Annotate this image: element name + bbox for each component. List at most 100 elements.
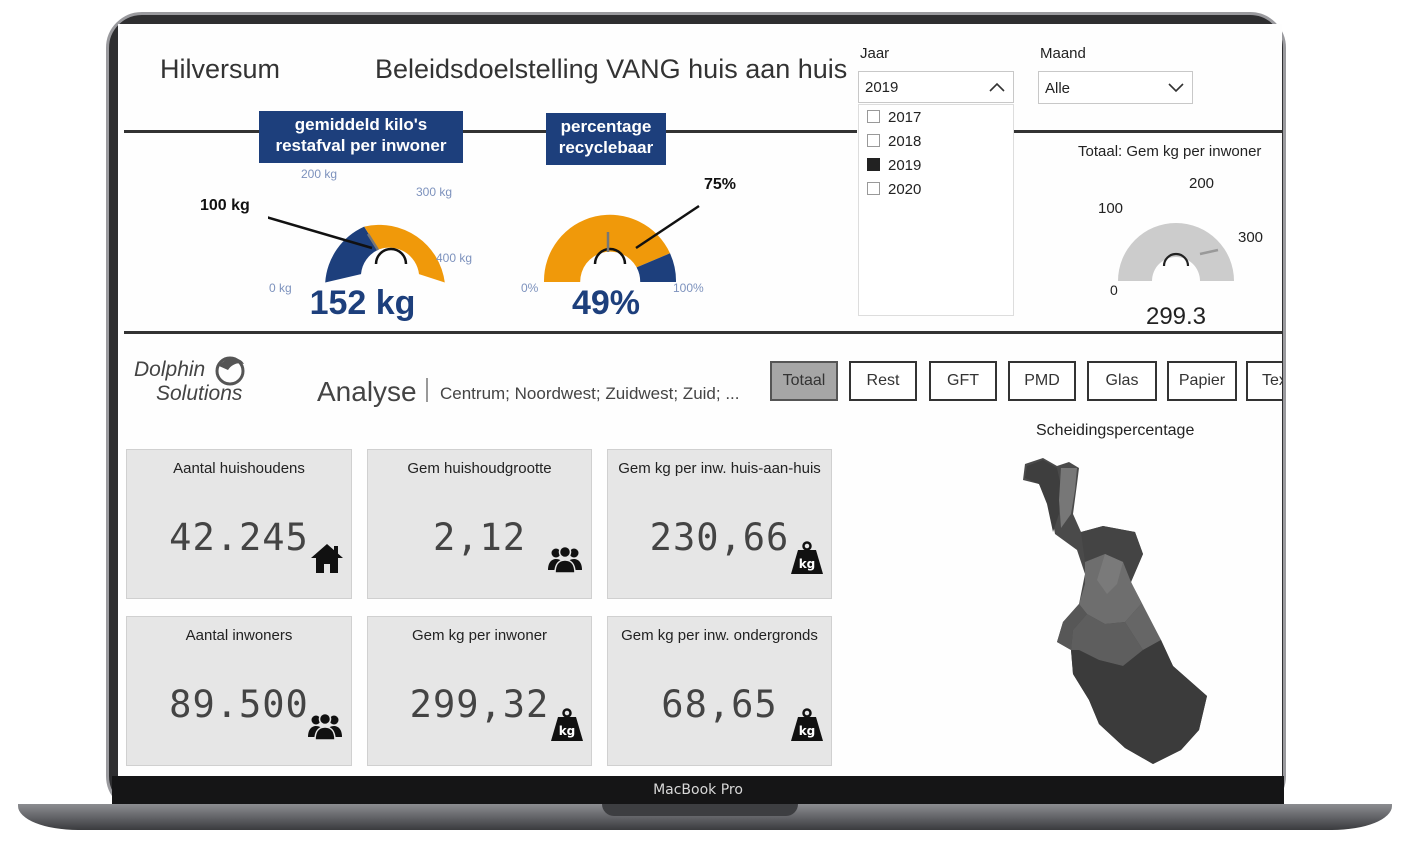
dashboard-screen: Hilversum Beleidsdoelstelling VANG huis … [118, 24, 1282, 776]
restafval-target: 100 kg [200, 197, 250, 214]
totaal-value: 299.3 [1145, 303, 1207, 330]
laptop-chin: MacBook Pro [112, 776, 1284, 804]
card-value: 89.500 [169, 683, 309, 726]
card-gem-kg-per-inwoner: Gem kg per inwoner 299,32 kg [367, 616, 592, 766]
map-district-oost[interactable] [1081, 526, 1143, 582]
kg-weight-icon: kg [791, 541, 823, 574]
restafval-label-line2: restafval per inwoner [275, 136, 447, 155]
card-title: Aantal inwoners [185, 627, 293, 644]
card-value: 230,66 [649, 516, 790, 559]
totaal-tick-100: 100 [1098, 200, 1124, 217]
totaal-tick-300: 300 [1238, 229, 1264, 246]
kg-label: kg [559, 724, 576, 738]
maand-selected-value: Alle [1045, 80, 1071, 97]
divider-top-right [1014, 130, 1282, 133]
jaar-option-2018[interactable]: 2018 [859, 130, 1013, 154]
device-label: MacBook Pro [653, 782, 743, 798]
restafval-label-line1: gemiddeld kilo's [294, 115, 428, 134]
kg-weight-icon: kg [551, 708, 583, 741]
map-district-noord[interactable] [1025, 460, 1061, 532]
jaar-option-label: 2019 [888, 157, 922, 174]
card-aantal-huishoudens: Aantal huishoudens 42.245 [126, 449, 352, 599]
jaar-option-label: 2020 [888, 181, 922, 198]
tab-pmd[interactable]: PMD [1008, 361, 1076, 401]
checkbox-2020[interactable] [867, 182, 880, 195]
gauge-needle [1199, 248, 1219, 256]
divider-middle [124, 331, 1282, 334]
city-title: Hilversum [160, 54, 281, 84]
map-district-zuidoost[interactable] [1125, 582, 1161, 650]
dolphin-solutions-logo: Dolphin Solutions [134, 356, 254, 412]
restafval-label: gemiddeld kilo's restafval per inwoner [259, 111, 463, 163]
card-title: Gem huishoudgrootte [407, 460, 552, 477]
brand-line1: Dolphin [134, 358, 206, 381]
region-filter-text[interactable]: Centrum; Noordwest; Zuidwest; Zuid; ... [440, 384, 740, 403]
target-leader-line [268, 216, 373, 250]
totaal-gauge [1118, 223, 1234, 281]
card-value: 299,32 [409, 683, 550, 726]
jaar-option-2020[interactable]: 2020 [859, 178, 1013, 202]
restafval-min: 0 kg [269, 281, 292, 295]
totaal-tick-200: 200 [1189, 175, 1215, 192]
checkbox-2017[interactable] [867, 110, 880, 123]
card-gem-kg-ondergronds: Gem kg per inw. ondergronds 68,65 kg [607, 616, 832, 766]
card-value: 42.245 [169, 516, 309, 559]
tab-totaal[interactable]: Totaal [770, 361, 838, 401]
gauge-low-segment [325, 226, 379, 283]
recycle-gauge [543, 204, 700, 282]
jaar-option-label: 2017 [888, 109, 922, 126]
card-aantal-inwoners: Aantal inwoners 89.500 [126, 616, 352, 766]
card-title: Gem kg per inw. ondergronds [621, 627, 818, 644]
tab-textiel[interactable]: Tex [1246, 361, 1282, 401]
gauge-remaining-segment [636, 253, 677, 282]
people-icon [308, 712, 342, 741]
map-title: Scheidingspercentage [1036, 422, 1195, 439]
maand-label: Maand [1040, 45, 1086, 62]
jaar-option-label: 2018 [888, 133, 922, 150]
map-district-kern[interactable] [1097, 554, 1123, 594]
jaar-dropdown[interactable]: 2019 [858, 71, 1014, 103]
analyse-separator [426, 378, 428, 402]
map-district-zuid[interactable] [1071, 614, 1143, 666]
chevron-up-icon [989, 82, 1005, 92]
tab-gft[interactable]: GFT [929, 361, 997, 401]
jaar-option-2019[interactable]: 2019 [859, 154, 1013, 178]
analyse-title: Analyse [317, 376, 417, 407]
laptop-notch [602, 804, 798, 816]
restafval-tick-200: 200 kg [301, 167, 338, 181]
jaar-label: Jaar [860, 45, 890, 62]
recycle-label-line2: recyclebaar [558, 138, 654, 157]
page-title: Beleidsdoelstelling VANG huis aan huis [375, 54, 848, 84]
jaar-option-2017[interactable]: 2017 [859, 106, 1013, 130]
gauge-center-arc [593, 247, 627, 265]
house-icon [311, 544, 343, 573]
recycle-max: 100% [673, 281, 704, 295]
gauge-center-arc [374, 247, 408, 265]
maand-dropdown[interactable]: Alle [1038, 71, 1193, 104]
map-district-zuid-buiten[interactable] [1071, 640, 1207, 764]
dolphin-icon [215, 356, 245, 386]
district-map[interactable] [1013, 454, 1243, 774]
tab-glas[interactable]: Glas [1087, 361, 1157, 401]
restafval-tick-400: 400 kg [436, 251, 473, 265]
map-district-noordoost[interactable] [1059, 468, 1077, 528]
gauge-needle [366, 233, 380, 251]
tab-rest[interactable]: Rest [849, 361, 917, 401]
totaal-gauge-title: Totaal: Gem kg per inwoner [1078, 143, 1262, 160]
jaar-options-list: 2017 2018 2019 2020 [858, 104, 1014, 316]
tab-papier[interactable]: Papier [1167, 361, 1237, 401]
card-value: 2,12 [432, 516, 527, 559]
card-title: Aantal huishoudens [173, 460, 305, 477]
gauge-arc [1118, 223, 1234, 281]
gauge-high-segment [364, 224, 445, 283]
checkbox-2018[interactable] [867, 134, 880, 147]
restafval-value: 152 kg [309, 284, 416, 322]
card-title: Gem kg per inwoner [411, 627, 548, 644]
kg-label: kg [799, 724, 816, 738]
map-district-zuidwest[interactable] [1057, 604, 1087, 650]
recycle-value: 49% [571, 284, 641, 322]
checkbox-2019[interactable] [867, 158, 880, 171]
recycle-target: 75% [704, 176, 737, 193]
kg-label: kg [799, 557, 816, 571]
recycle-label: percentage recyclebaar [546, 113, 666, 165]
